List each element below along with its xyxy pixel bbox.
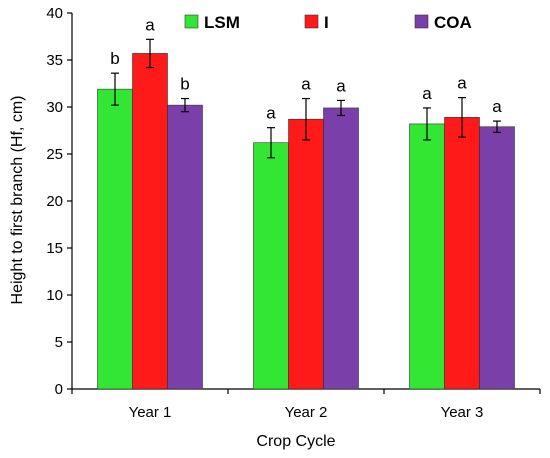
y-tick-label: 20: [46, 193, 63, 210]
legend-swatch: [184, 14, 199, 29]
bar: [409, 123, 445, 390]
significance-letter: a: [492, 97, 502, 116]
significance-letter: a: [457, 74, 467, 93]
bar: [253, 142, 289, 390]
legend-label: LSM: [204, 13, 240, 32]
significance-letter: a: [145, 15, 155, 34]
significance-letter: a: [422, 84, 432, 103]
bar: [132, 53, 168, 390]
y-axis-title: Height to first branch (Hf, cm): [9, 96, 26, 305]
legend-label: COA: [434, 13, 472, 32]
y-tick-label: 30: [46, 99, 63, 116]
y-tick-label: 25: [46, 146, 63, 163]
x-axis: Year 1 Year 2 Year 3: [71, 388, 541, 421]
legend-swatch: [304, 14, 319, 29]
y-tick-label: 35: [46, 52, 63, 69]
significance-letter: a: [301, 75, 311, 94]
significance-letter: b: [180, 75, 189, 94]
bar: [444, 117, 480, 390]
y-tick-label: 5: [55, 334, 63, 351]
bar: [288, 118, 324, 390]
significance-letter: b: [110, 49, 119, 68]
x-tick-label: Year 1: [129, 404, 172, 421]
y-axis: 0 5 10 15 20 25 30 35 40: [46, 5, 73, 398]
significance-letter: a: [336, 76, 346, 95]
y-tick-label: 40: [46, 5, 63, 22]
legend-label: I: [324, 13, 329, 32]
y-tick-label: 0: [55, 381, 63, 398]
y-tick-label: 15: [46, 240, 63, 257]
bar: [167, 104, 203, 390]
legend: LSM I COA: [184, 13, 472, 32]
bar: [97, 88, 133, 390]
x-tick-label: Year 2: [285, 404, 328, 421]
significance-letter: a: [266, 104, 276, 123]
bar: [323, 107, 359, 390]
x-tick-label: Year 3: [441, 404, 484, 421]
legend-swatch: [414, 14, 429, 29]
bars: b a b a a a a a a: [97, 15, 515, 390]
x-axis-title: Crop Cycle: [256, 433, 335, 450]
bar: [479, 126, 515, 390]
y-tick-label: 10: [46, 287, 63, 304]
